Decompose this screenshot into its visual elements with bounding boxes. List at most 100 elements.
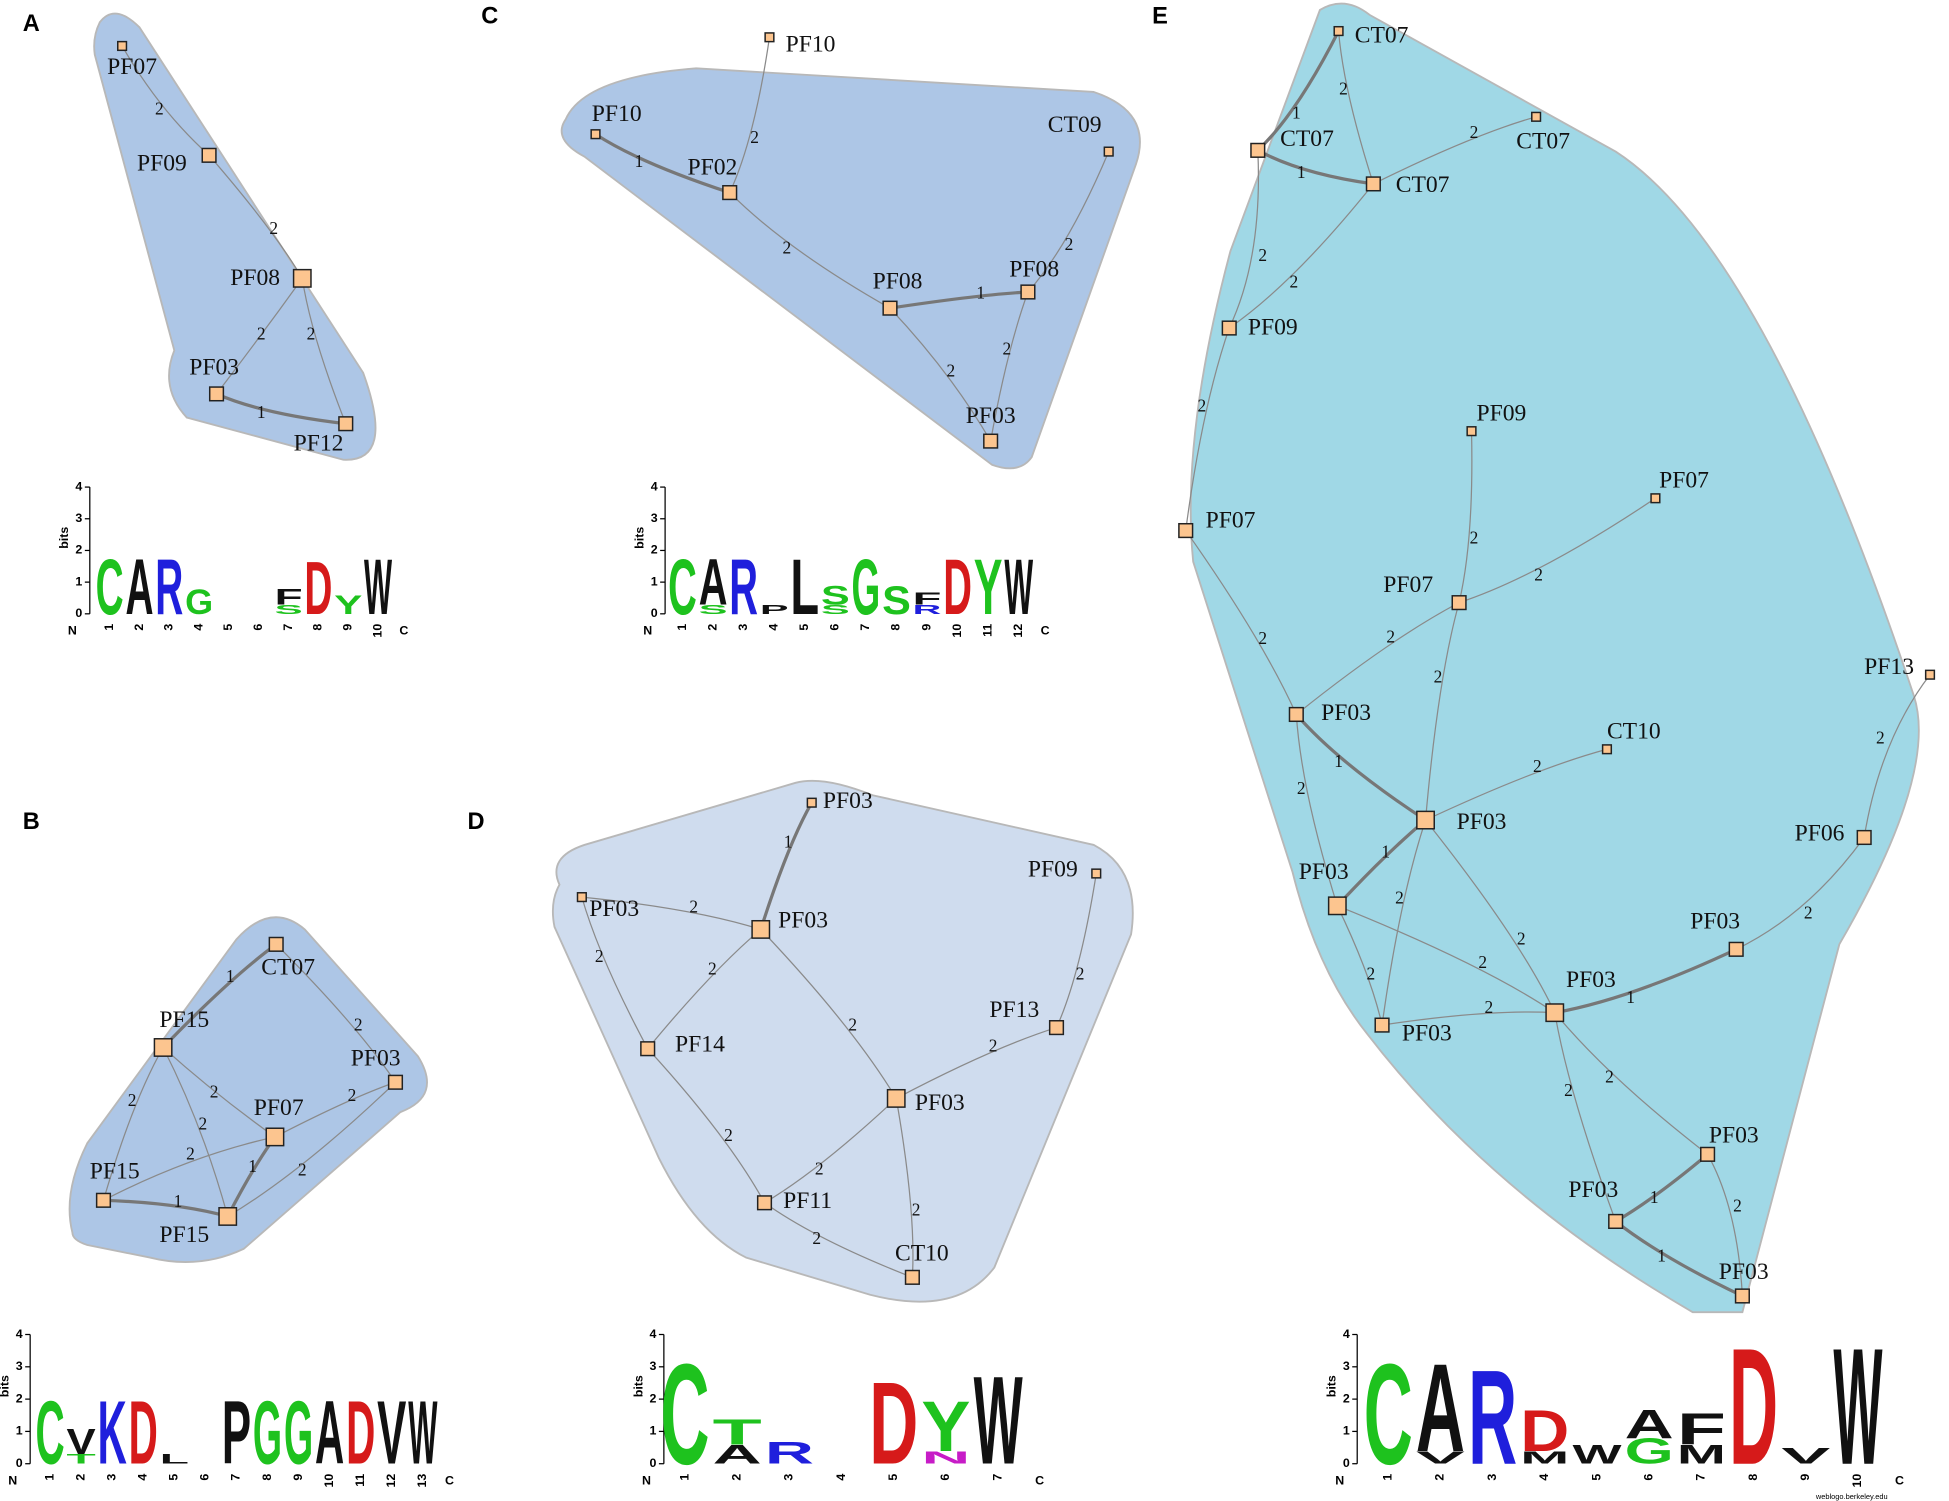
node [1091, 868, 1102, 879]
node-label: PF03 [823, 788, 873, 814]
edge [1337, 905, 1556, 1014]
logo-letter: S [699, 602, 728, 617]
position-label: 4 [136, 1474, 150, 1481]
node [1288, 706, 1304, 723]
node-label: PF03 [589, 896, 639, 922]
node-label: CT07 [261, 955, 315, 981]
edge [895, 1098, 914, 1278]
y-tick-label: 0 [75, 606, 82, 620]
node [904, 1269, 920, 1285]
position-label: 1 [677, 1474, 691, 1481]
position-label: 5 [221, 624, 235, 631]
edge [1614, 1153, 1709, 1223]
position-label: 3 [162, 624, 176, 631]
logo-letter: T [713, 1412, 762, 1452]
edge [889, 290, 1029, 310]
edge-label: 2 [348, 1086, 357, 1105]
position-label: 10 [950, 624, 964, 638]
node [1333, 25, 1344, 37]
node-label: PF03 [1568, 1177, 1618, 1203]
edge [1373, 116, 1537, 185]
edge-label: 1 [257, 403, 266, 422]
edge [1381, 819, 1427, 1026]
logo-letter: G [852, 543, 881, 631]
node [1601, 744, 1613, 755]
edge-label: 1 [1297, 163, 1306, 182]
edge-label: 2 [812, 1229, 821, 1248]
edge-label: 2 [1533, 757, 1542, 776]
edge-label: 1 [1626, 988, 1635, 1007]
edge [1055, 873, 1097, 1028]
node [722, 185, 738, 201]
position-label: 4 [834, 1474, 848, 1481]
position-label: 6 [828, 624, 842, 631]
cluster-hull [93, 12, 377, 461]
edge-label: 2 [298, 1161, 307, 1180]
edge [764, 1202, 913, 1278]
position-label: 7 [1694, 1474, 1708, 1481]
position-label: 11 [353, 1474, 367, 1487]
node [1728, 941, 1744, 957]
node [387, 1074, 404, 1090]
node-label: PF07 [1206, 507, 1256, 533]
position-label: 3 [736, 624, 750, 631]
y-tick-label: 3 [650, 1359, 657, 1373]
edge-label: 1 [635, 152, 644, 171]
edge [1228, 150, 1260, 329]
logo-letter: A [125, 543, 153, 631]
logo-letter: Y [974, 543, 1003, 631]
node [1700, 1146, 1716, 1162]
edge-label: 2 [1076, 964, 1085, 983]
position-label: 10 [1850, 1474, 1864, 1488]
edge [1185, 530, 1297, 715]
edge-label: 1 [1292, 103, 1301, 122]
edge [990, 291, 1029, 442]
logo-letter: F [1677, 1404, 1726, 1454]
edge-label: 1 [174, 1192, 183, 1211]
edge [301, 278, 347, 424]
node [1020, 284, 1036, 300]
edge [895, 1026, 1057, 1099]
node-label: PF09 [1476, 400, 1526, 426]
edge-label: 2 [1605, 1068, 1614, 1087]
node [983, 433, 999, 449]
position-label: 2 [729, 1474, 743, 1481]
logo-letter: S [821, 581, 850, 610]
edge [216, 277, 303, 395]
logo-letter: C [96, 543, 124, 631]
edge-label: 2 [1002, 339, 1011, 358]
y-tick-label: 4 [75, 479, 82, 493]
edge-label: 2 [1804, 904, 1813, 923]
position-label: 4 [191, 624, 205, 631]
y-tick-label: 2 [75, 543, 82, 557]
position-label: 4 [766, 624, 780, 631]
y-tick-label: 3 [16, 1359, 23, 1373]
node [1531, 111, 1542, 122]
position-label: 8 [1746, 1474, 1760, 1481]
node-label: PF09 [1028, 856, 1078, 882]
edge [103, 1198, 229, 1219]
node-label: CT07 [1355, 23, 1409, 49]
edge [275, 943, 396, 1083]
position-label: 6 [198, 1474, 212, 1481]
y-tick-label: 1 [1343, 1424, 1350, 1438]
position-label: 5 [167, 1474, 181, 1481]
logo-letter: G [253, 1383, 282, 1483]
edge-label: 2 [783, 239, 792, 258]
edge [1295, 714, 1338, 907]
logo-letter: Y [334, 590, 362, 619]
edge-label: 2 [912, 1200, 921, 1219]
panel-letter: E [1152, 4, 1168, 30]
edge-label: 2 [269, 219, 278, 238]
edge [1295, 713, 1427, 822]
edge [1424, 602, 1460, 821]
position-label: 13 [415, 1474, 429, 1488]
y-axis-title: bits [0, 1375, 12, 1397]
node-label: PF03 [1299, 859, 1349, 885]
y-tick-label: 1 [16, 1424, 23, 1438]
node-label: PF14 [675, 1032, 725, 1058]
node-label: PF13 [989, 997, 1039, 1023]
position-label: 9 [291, 1474, 305, 1481]
node [1734, 1288, 1750, 1304]
edge [121, 45, 210, 156]
